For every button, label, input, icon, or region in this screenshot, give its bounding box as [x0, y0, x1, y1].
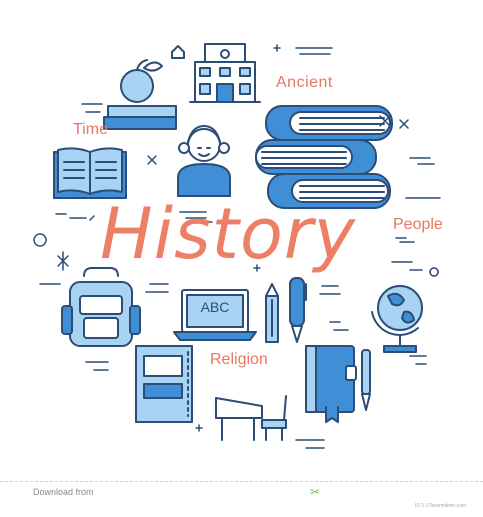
laptop-screen-text: ABC [200, 299, 230, 315]
label-people: People [393, 216, 443, 233]
backpack-icon [61, 267, 141, 347]
school-building-icon [189, 43, 261, 103]
fountain-pen-icon [361, 349, 371, 411]
footer-download-text: Download from [33, 487, 94, 497]
laptop-icon [173, 289, 257, 341]
book-stack-icon [255, 105, 393, 209]
decorative-marks [33, 44, 441, 449]
girl-student-icon [177, 125, 231, 197]
label-time: Time [73, 121, 108, 138]
open-book-icon [53, 147, 127, 199]
globe-icon [371, 285, 423, 353]
history-title: History [100, 193, 357, 275]
pencil-icon [265, 283, 279, 343]
label-religion: Religion [210, 351, 268, 368]
footer-divider [0, 481, 483, 482]
small-house-icon [171, 45, 185, 59]
footer-id-text: ID 1 | Dreamstime.com [415, 503, 467, 509]
dreamstime-logo-icon: ✂ [310, 485, 321, 499]
apple-on-books-icon [103, 59, 177, 130]
notebook-icon [135, 345, 193, 423]
school-desk-icon [215, 395, 287, 441]
closed-book-icon [305, 345, 357, 423]
pen-icon [289, 277, 307, 343]
label-ancient: Ancient [276, 74, 333, 91]
